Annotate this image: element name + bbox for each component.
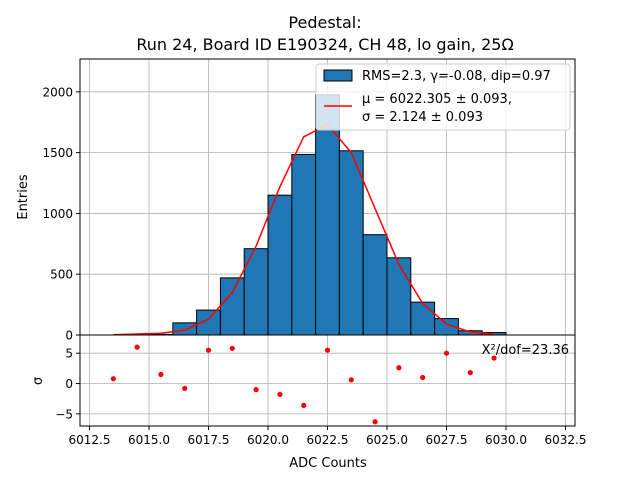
x-tick-label-1: 6015.0	[128, 433, 170, 447]
histogram-bar-11	[363, 235, 387, 335]
x-tick-label-2: 6017.5	[188, 433, 230, 447]
top-y-tick-label-3: 1500	[42, 146, 73, 160]
top-y-tick-label-0: 0	[65, 329, 73, 343]
x-axis-label: ADC Counts	[289, 456, 367, 471]
histogram-bar-10	[339, 151, 363, 335]
bottom-axis-ticks: −5 0 5	[55, 347, 80, 422]
histogram-bar-5	[220, 278, 244, 335]
residual-point-11	[372, 419, 377, 424]
x-tick-label-6: 6027.5	[425, 433, 467, 447]
y-axis-label-top: Entries	[16, 174, 31, 220]
histogram-bar-12	[387, 258, 411, 335]
histogram-bar-13	[411, 302, 435, 335]
residual-point-10	[349, 377, 354, 382]
residual-point-4	[206, 348, 211, 353]
residual-point-0	[111, 376, 116, 381]
x-tick-label-5: 6025.0	[366, 433, 408, 447]
x-tick-label-4: 6022.5	[307, 433, 349, 447]
x-axis-ticks: 6012.5 6015.0 6017.5 6020.0 6022.5 6025.0 6027…	[69, 426, 587, 447]
residual-points	[111, 345, 497, 425]
residual-point-8	[301, 403, 306, 408]
residual-point-7	[277, 392, 282, 397]
top-y-tick-label-4: 2000	[42, 85, 73, 99]
residual-point-14	[444, 351, 449, 356]
x-tick-label-0: 6012.5	[69, 433, 111, 447]
chart-title-line1: Pedestal:	[288, 13, 361, 32]
bottom-y-tick-label-2: 5	[65, 347, 73, 361]
y-axis-label-bottom: σ	[31, 377, 46, 385]
top-y-tick-label-1: 500	[50, 268, 73, 282]
x-tick-label-8: 6032.5	[544, 433, 586, 447]
x-tick-label-7: 6030.0	[485, 433, 527, 447]
legend: RMS=2.3, γ=-0.08, dip=0.97 μ = 6022.305 …	[316, 64, 570, 130]
chart-title-line2: Run 24, Board ID E190324, CH 48, lo gain…	[136, 35, 513, 54]
bottom-y-tick-label-1: 0	[65, 377, 73, 391]
chi2-label: X²/dof=23.36	[482, 343, 569, 358]
residual-point-12	[396, 365, 401, 370]
residual-point-13	[420, 375, 425, 380]
histogram-bar-3	[173, 323, 197, 335]
residual-point-3	[182, 386, 187, 391]
histogram-bar-9	[316, 95, 340, 335]
top-axis-ticks: 0 500 1000 1500 2000	[42, 85, 80, 342]
legend-fit-label-line1: μ = 6022.305 ± 0.093,	[362, 92, 512, 107]
residual-point-2	[158, 372, 163, 377]
residual-point-1	[135, 345, 140, 350]
histogram-bar-7	[268, 195, 292, 335]
residual-point-9	[325, 348, 330, 353]
x-tick-label-3: 6020.0	[247, 433, 289, 447]
bottom-y-tick-label-0: −5	[55, 407, 73, 421]
histogram-bar-8	[292, 154, 316, 335]
top-y-tick-label-2: 1000	[42, 207, 73, 221]
legend-bar-swatch	[324, 70, 352, 81]
residual-point-6	[254, 387, 259, 392]
residual-point-15	[468, 370, 473, 375]
residual-point-5	[230, 346, 235, 351]
legend-hist-label: RMS=2.3, γ=-0.08, dip=0.97	[362, 69, 551, 84]
legend-fit-label-line2: σ = 2.124 ± 0.093	[362, 110, 483, 125]
